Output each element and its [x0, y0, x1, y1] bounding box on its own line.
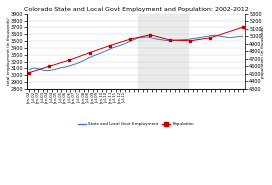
Bar — [138, 14, 188, 89]
Y-axis label: total employment (in thousands): total employment (in thousands) — [7, 17, 11, 85]
Title: Colorado State and Local Govt Employment and Population: 2002-2012: Colorado State and Local Govt Employment… — [24, 7, 248, 12]
Y-axis label: population (in thousands): population (in thousands) — [261, 25, 265, 78]
Legend: State and Local Govt Employment, Population: State and Local Govt Employment, Populat… — [76, 121, 196, 128]
